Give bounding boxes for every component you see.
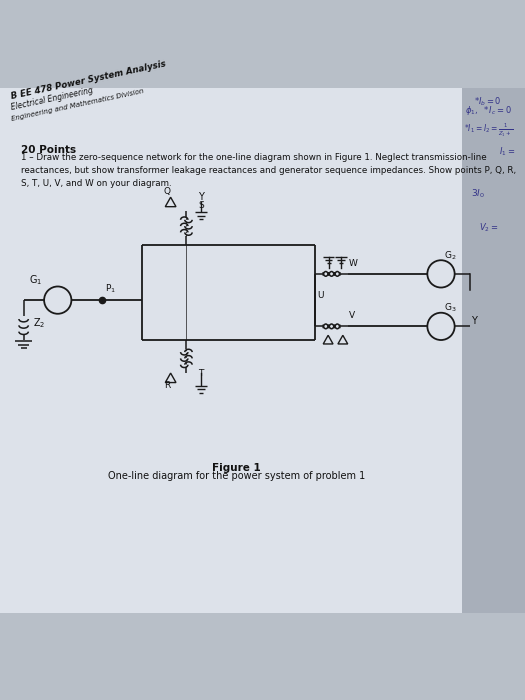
Text: 20 Points: 20 Points [21, 146, 76, 155]
Text: G$_3$: G$_3$ [444, 302, 456, 314]
Text: $*I_b = 0$: $*I_b = 0$ [475, 95, 502, 108]
Text: Y: Y [471, 316, 477, 326]
Text: Figure 1: Figure 1 [212, 463, 260, 473]
Text: P$_1$: P$_1$ [105, 282, 116, 295]
Text: S: S [198, 202, 204, 210]
Text: V: V [349, 312, 355, 321]
Text: Engineering and Mathematics Division: Engineering and Mathematics Division [10, 88, 144, 122]
Text: T: T [198, 370, 204, 378]
Polygon shape [0, 88, 525, 612]
Text: R: R [164, 381, 171, 390]
Text: B EE 478 Power System Analysis: B EE 478 Power System Analysis [10, 59, 167, 101]
FancyBboxPatch shape [462, 88, 525, 612]
Text: G$_2$: G$_2$ [444, 249, 456, 262]
Text: Z$_2$: Z$_2$ [33, 316, 45, 330]
Text: $\phi_1,\ *I_c = 0$: $\phi_1,\ *I_c = 0$ [465, 104, 512, 118]
Text: Q: Q [164, 186, 171, 195]
Text: 1 – Draw the zero-sequence network for the one-line diagram shown in Figure 1. N: 1 – Draw the zero-sequence network for t… [21, 153, 516, 188]
Text: One-line diagram for the power system of problem 1: One-line diagram for the power system of… [108, 470, 365, 481]
Text: $V_2 =$: $V_2 =$ [478, 221, 498, 234]
Text: W: W [349, 259, 358, 268]
Text: G$_1$: G$_1$ [29, 273, 42, 286]
Text: $I_1 =$: $I_1 =$ [499, 146, 514, 158]
FancyBboxPatch shape [0, 88, 462, 612]
Text: Electrical Engineering: Electrical Engineering [10, 85, 94, 112]
Text: Y: Y [198, 192, 204, 202]
Text: $*I_1 = I_2 = \frac{1}{Z_1+}$: $*I_1 = I_2 = \frac{1}{Z_1+}$ [464, 122, 513, 139]
Text: U: U [318, 290, 324, 300]
Text: $3I_0$: $3I_0$ [471, 187, 485, 199]
